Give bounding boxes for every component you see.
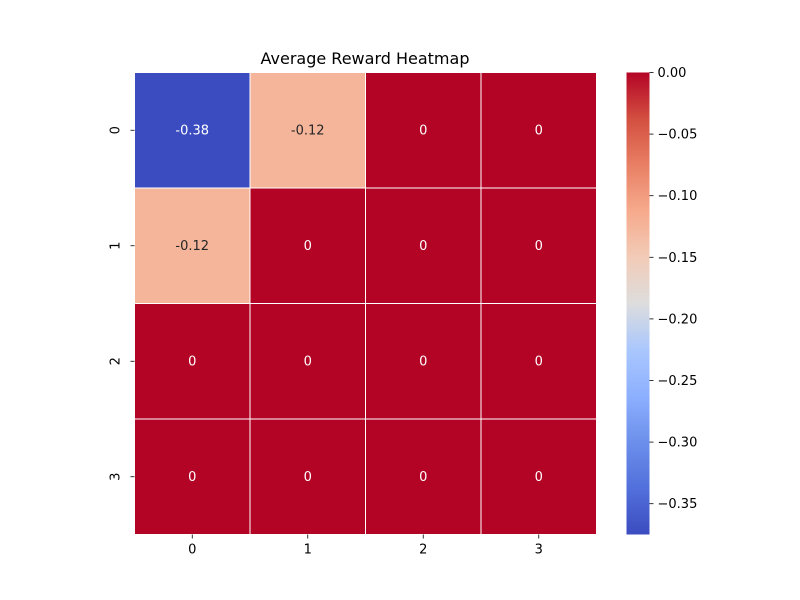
x-axis: 0 1 2 3 bbox=[188, 534, 543, 558]
heatmap-cell-label: 0 bbox=[419, 239, 427, 254]
heatmap-cell bbox=[134, 187, 251, 304]
heatmap-cell bbox=[365, 72, 482, 189]
y-tick-label: 0 bbox=[109, 126, 124, 134]
colorbar-tick-label: −0.05 bbox=[658, 128, 698, 143]
x-tick-label: 0 bbox=[188, 543, 196, 558]
heatmap-cell bbox=[480, 418, 597, 535]
heatmap-cell-label: 0 bbox=[188, 470, 196, 485]
heatmap-cell bbox=[249, 303, 366, 420]
heatmap-cell-label: 0 bbox=[304, 239, 312, 254]
colorbar-tick-label: −0.10 bbox=[658, 189, 698, 204]
colorbar-tick-label: −0.15 bbox=[658, 251, 698, 266]
heatmap-cell-label: 0 bbox=[419, 470, 427, 485]
heatmap-cell bbox=[480, 72, 597, 189]
heatmap-cell-label: 0 bbox=[419, 354, 427, 369]
y-tick-label: 2 bbox=[109, 357, 124, 365]
heatmap-cell bbox=[134, 72, 251, 189]
heatmap-cell-label: -0.12 bbox=[291, 123, 325, 138]
heatmap-cell-label: 0 bbox=[535, 123, 543, 138]
heatmap-cells bbox=[134, 72, 597, 535]
heatmap-cell bbox=[480, 303, 597, 420]
heatmap-cell-label: 0 bbox=[188, 354, 196, 369]
y-axis: 0 1 2 3 bbox=[109, 126, 135, 481]
heatmap-cell-label: -0.12 bbox=[175, 239, 209, 254]
colorbar-tick-label: −0.30 bbox=[658, 436, 698, 451]
heatmap-cell bbox=[249, 418, 366, 535]
y-tick-label: 1 bbox=[109, 242, 124, 250]
x-tick-label: 3 bbox=[535, 543, 543, 558]
heatmap-cell bbox=[480, 187, 597, 304]
heatmap-cell-label: 0 bbox=[304, 354, 312, 369]
heatmap-cell bbox=[365, 418, 482, 535]
heatmap-cell-label: 0 bbox=[535, 470, 543, 485]
chart-title: Average Reward Heatmap bbox=[261, 49, 470, 68]
heatmap-cell-label: 0 bbox=[419, 123, 427, 138]
heatmap-cell bbox=[249, 72, 366, 189]
colorbar-ticks: 0.00 −0.05 −0.10 −0.15 −0.20 −0.25 −0.30 −0.35 bbox=[649, 66, 698, 512]
colorbar bbox=[626, 72, 650, 535]
y-tick-label: 3 bbox=[109, 473, 124, 481]
colorbar-tick-label: −0.25 bbox=[658, 374, 698, 389]
colorbar-tick-label: 0.00 bbox=[658, 66, 687, 81]
heatmap-cell-label: 0 bbox=[535, 354, 543, 369]
heatmap-cell-label: -0.38 bbox=[175, 123, 209, 138]
heatmap-cell-label: 0 bbox=[535, 239, 543, 254]
heatmap-cell-labels: -0.38 -0.12 0 0 -0.12 0 0 0 0 0 0 0 0 0 0 0 bbox=[175, 123, 542, 485]
x-tick-label: 2 bbox=[419, 543, 427, 558]
colorbar-tick-label: −0.20 bbox=[658, 312, 698, 327]
x-tick-label: 1 bbox=[304, 543, 312, 558]
heatmap-cell bbox=[249, 187, 366, 304]
heatmap-cell bbox=[134, 418, 251, 535]
colorbar-tick-label: −0.35 bbox=[658, 497, 698, 512]
heatmap-cell-label: 0 bbox=[304, 470, 312, 485]
